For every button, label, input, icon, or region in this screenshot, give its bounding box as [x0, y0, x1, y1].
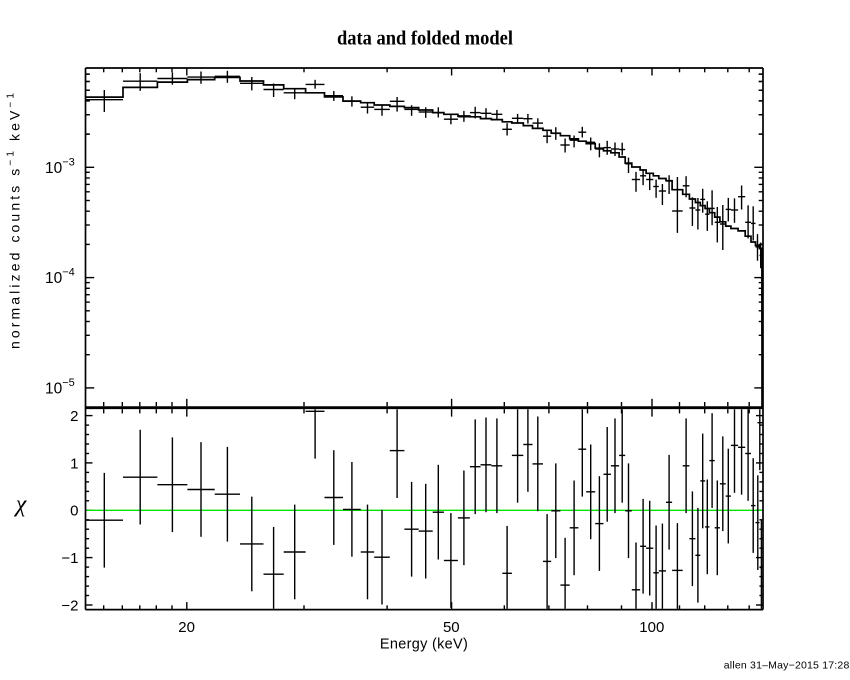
svg-text:0: 0: [70, 503, 78, 520]
svg-text:−1: −1: [61, 550, 78, 567]
svg-text:50: 50: [443, 619, 460, 636]
svg-text:data and folded model: data and folded model: [337, 28, 513, 50]
svg-text:normalized counts s−1 keV−1: normalized counts s−1 keV−1: [6, 90, 23, 349]
svg-text:χ: χ: [14, 492, 28, 518]
svg-text:2: 2: [70, 408, 78, 425]
svg-text:100: 100: [639, 619, 664, 636]
svg-text:1: 1: [70, 455, 78, 472]
svg-text:20: 20: [178, 619, 195, 636]
svg-text:Energy (keV): Energy (keV): [380, 637, 468, 653]
svg-text:allen 31–May−2015 17:28: allen 31–May−2015 17:28: [724, 660, 850, 672]
svg-text:−2: −2: [61, 597, 78, 614]
